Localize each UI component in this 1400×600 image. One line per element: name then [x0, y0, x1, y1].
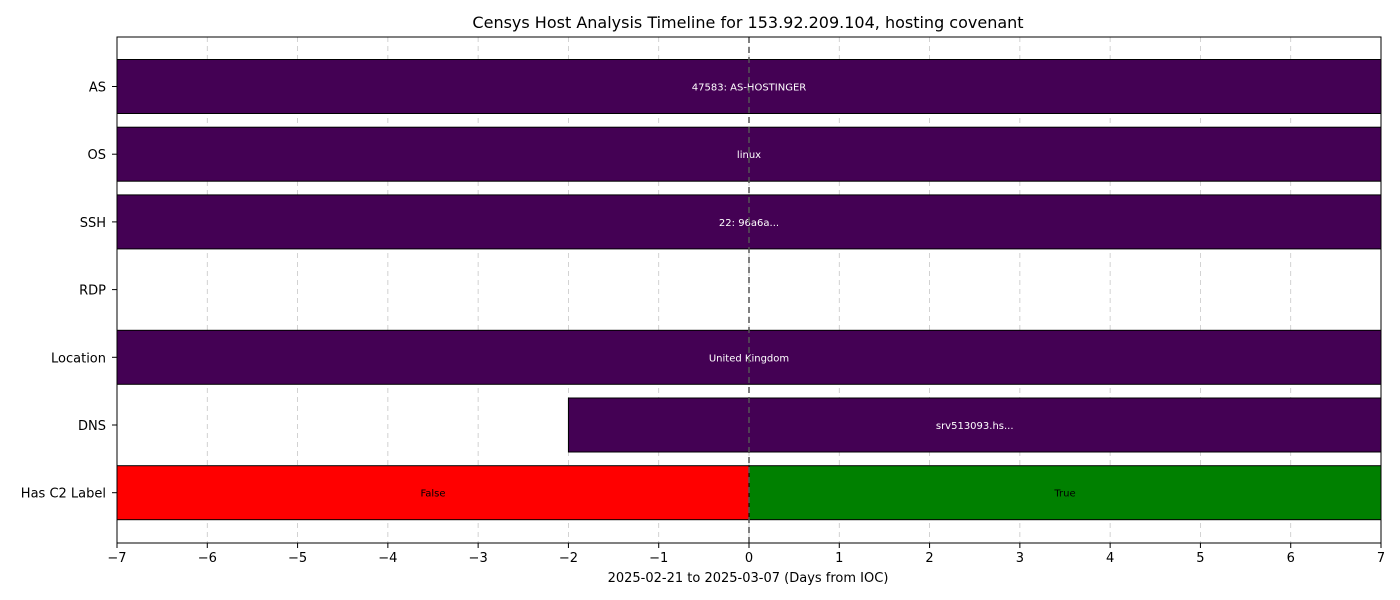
x-tick-label: −4	[378, 551, 397, 566]
x-tick-label: −6	[198, 551, 217, 566]
chart-title: Censys Host Analysis Timeline for 153.92…	[472, 13, 1023, 32]
x-tick-label: −7	[107, 551, 126, 566]
y-tick-label: SSH	[80, 216, 106, 231]
x-tick-label: 3	[1016, 551, 1024, 566]
y-tick-label: AS	[89, 81, 106, 96]
x-tick-label: −1	[649, 551, 668, 566]
x-tick-label: 7	[1377, 551, 1385, 566]
x-tick-label: 0	[745, 551, 753, 566]
bar-label: 22: 96a6a...	[719, 218, 779, 229]
y-axis-ticks: AS OS SSH RDP Location DNS Has C2 Label	[21, 81, 117, 502]
x-axis-ticks: −7 −6 −5 −4 −3 −2 −1 0 1 2 3 4 5 6 7	[107, 543, 1385, 566]
timeline-bar	[748, 465, 1382, 521]
x-tick-label: −3	[469, 551, 488, 566]
x-tick-label: −2	[559, 551, 578, 566]
bar-label: srv513093.hs...	[936, 421, 1014, 432]
timeline-bar	[567, 397, 1382, 453]
y-tick-label: RDP	[79, 284, 106, 299]
y-tick-label: OS	[88, 148, 106, 163]
bar-label: True	[1053, 489, 1075, 500]
y-tick-label: Location	[51, 351, 106, 366]
x-tick-label: 4	[1106, 551, 1114, 566]
x-tick-label: 2	[925, 551, 933, 566]
x-tick-label: 1	[835, 551, 843, 566]
x-tick-label: 5	[1196, 551, 1204, 566]
x-axis-label: 2025-02-21 to 2025-03-07 (Days from IOC)	[608, 571, 889, 586]
bar-label: False	[420, 489, 445, 500]
y-tick-label: Has C2 Label	[21, 487, 106, 502]
bar-label: linux	[737, 150, 761, 161]
y-tick-label: DNS	[78, 419, 106, 434]
x-tick-label: −5	[288, 551, 307, 566]
x-tick-label: 6	[1287, 551, 1295, 566]
